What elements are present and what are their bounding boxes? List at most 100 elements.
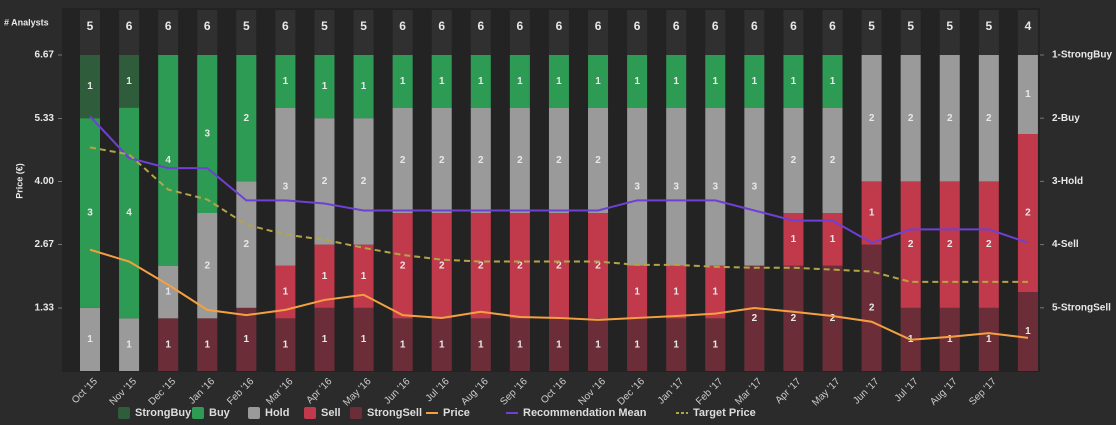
- bar-segment: [80, 118, 100, 308]
- analyst-count: 6: [126, 19, 133, 33]
- analyst-count: 5: [87, 19, 94, 33]
- legend-label: StrongBuy: [135, 407, 192, 419]
- bar-segment: [783, 265, 804, 371]
- segment-label: 3: [712, 181, 718, 192]
- analyst-count: 6: [751, 19, 758, 33]
- bar-segment: [431, 55, 452, 108]
- analyst-count: 6: [556, 19, 563, 33]
- legend-swatch: [304, 407, 316, 419]
- bar-segment: [314, 307, 335, 371]
- segment-label: 2: [830, 313, 836, 324]
- segment-label: 1: [283, 287, 289, 298]
- segment-label: 2: [556, 155, 562, 166]
- bar-segment: [548, 55, 569, 108]
- bar-segment: [158, 55, 179, 266]
- legend-label: Price: [443, 407, 470, 419]
- bar-segment: [978, 55, 999, 182]
- segment-label: 2: [517, 260, 523, 271]
- y-tick-label: 1.33: [35, 303, 55, 314]
- segment-label: 1: [400, 76, 406, 87]
- bar-segment: [666, 107, 687, 266]
- segment-label: 1: [986, 334, 992, 345]
- bar-segment: [80, 307, 100, 371]
- bar-segment: [1017, 55, 1038, 134]
- segment-label: 2: [556, 260, 562, 271]
- segment-label: 3: [87, 208, 93, 219]
- segment-label: 1: [673, 287, 679, 298]
- segment-label: 1: [439, 339, 445, 350]
- segment-label: 2: [752, 313, 758, 324]
- bar-segment: [392, 55, 413, 108]
- bar-segment: [236, 55, 257, 182]
- legend-label: Sell: [321, 407, 341, 419]
- segment-label: 2: [517, 155, 523, 166]
- segment-label: 1: [673, 76, 679, 87]
- segment-label: 1: [283, 339, 289, 350]
- segment-label: 2: [439, 155, 445, 166]
- bar-segment: [627, 107, 648, 266]
- bar-segment: [470, 55, 491, 108]
- bar-segment: [509, 55, 530, 108]
- segment-label: 2: [869, 113, 875, 124]
- segment-label: 3: [283, 181, 289, 192]
- segment-label: 1: [478, 339, 484, 350]
- y-tick-label: 5.33: [35, 113, 55, 124]
- analyst-count: 6: [438, 19, 445, 33]
- segment-label: 1: [556, 339, 562, 350]
- y2-tick-label: 1-StrongBuy: [1052, 50, 1112, 61]
- bar-segment: [509, 318, 530, 371]
- bar-segment: [314, 55, 335, 119]
- segment-label: 1: [361, 81, 367, 92]
- segment-label: 2: [400, 155, 406, 166]
- legend-swatch: [350, 407, 362, 419]
- bar-segment: [236, 307, 257, 371]
- segment-label: 1: [556, 76, 562, 87]
- segment-label: 1: [947, 334, 953, 345]
- segment-label: 1: [752, 76, 758, 87]
- bar-segment: [470, 213, 491, 319]
- analyst-count: 6: [477, 19, 484, 33]
- segment-label: 3: [634, 181, 640, 192]
- bar-segment: [978, 181, 999, 308]
- analyst-count: 5: [907, 19, 914, 33]
- segment-label: 1: [478, 76, 484, 87]
- bar-segment: [705, 318, 726, 371]
- bar-segment: [353, 307, 374, 371]
- bar-segment: [392, 213, 413, 319]
- bar-segment: [666, 265, 687, 319]
- segment-label: 1: [439, 76, 445, 87]
- y2-tick-label: 5-StrongSell: [1052, 302, 1111, 313]
- bar-segment: [627, 55, 648, 108]
- bar-segment: [548, 107, 569, 213]
- bar-segment: [275, 55, 296, 108]
- analyst-count: 6: [595, 19, 602, 33]
- bar-segment: [548, 213, 569, 319]
- bar-segment: [353, 244, 374, 308]
- segment-label: 1: [517, 339, 523, 350]
- analyst-count: 6: [634, 19, 641, 33]
- segment-label: 2: [986, 113, 992, 124]
- bar-segment: [588, 107, 609, 213]
- segment-label: 1: [322, 271, 328, 282]
- legend-swatch: [192, 407, 204, 419]
- segment-label: 1: [517, 76, 523, 87]
- bar-segment: [744, 107, 765, 266]
- segment-label: 1: [634, 76, 640, 87]
- bar-segment: [314, 118, 335, 245]
- bar-segment: [588, 55, 609, 108]
- bar-segment: [470, 107, 491, 213]
- line-series: [89, 248, 1029, 341]
- bar-segment: [900, 181, 921, 308]
- segment-label: 1: [712, 76, 718, 87]
- bar-segment: [705, 55, 726, 108]
- bar-segment: [666, 318, 687, 371]
- segment-label: 2: [1025, 208, 1031, 219]
- segment-label: 2: [595, 155, 601, 166]
- segment-label: 2: [830, 155, 836, 166]
- bar-segment: [822, 213, 843, 266]
- bar-segment: [431, 107, 452, 213]
- bar-segment: [783, 107, 804, 213]
- legend-label: Hold: [265, 407, 289, 419]
- analyst-count: 5: [360, 19, 367, 33]
